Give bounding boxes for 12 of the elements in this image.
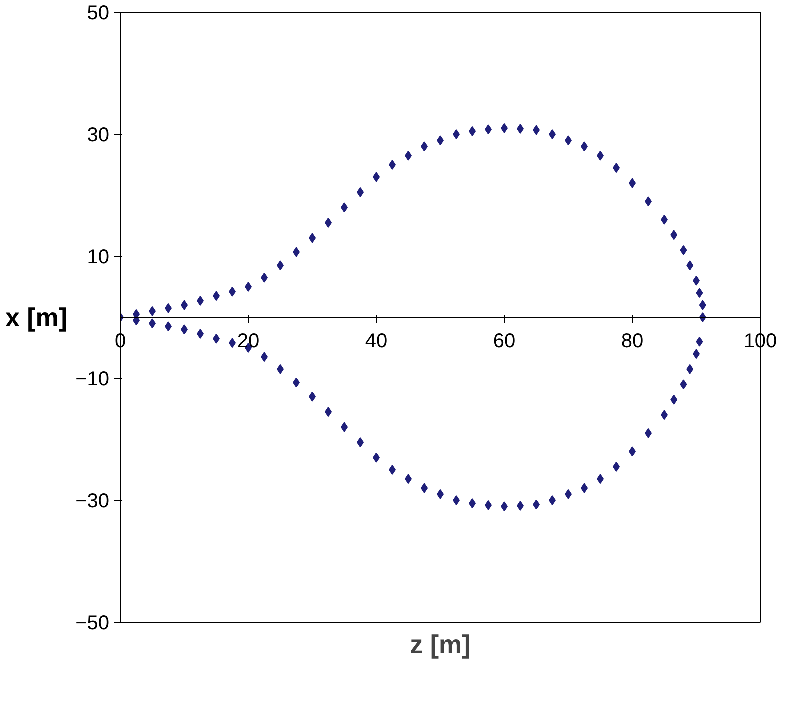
- y-tick-label: 10: [87, 246, 110, 268]
- x-axis-title: z [m]: [410, 630, 471, 660]
- x-tick-label: 20: [237, 330, 260, 352]
- y-tick-label: −50: [76, 612, 110, 634]
- x-tick-label: 60: [493, 330, 516, 352]
- y-tick-label: −10: [76, 368, 110, 390]
- y-tick-label: 30: [87, 124, 110, 146]
- x-tick-label: 40: [365, 330, 388, 352]
- y-tick-label: −30: [76, 490, 110, 512]
- y-axis-title: x [m]: [5, 302, 68, 332]
- x-tick-label: 80: [621, 330, 644, 352]
- y-tick-label: 50: [87, 2, 110, 24]
